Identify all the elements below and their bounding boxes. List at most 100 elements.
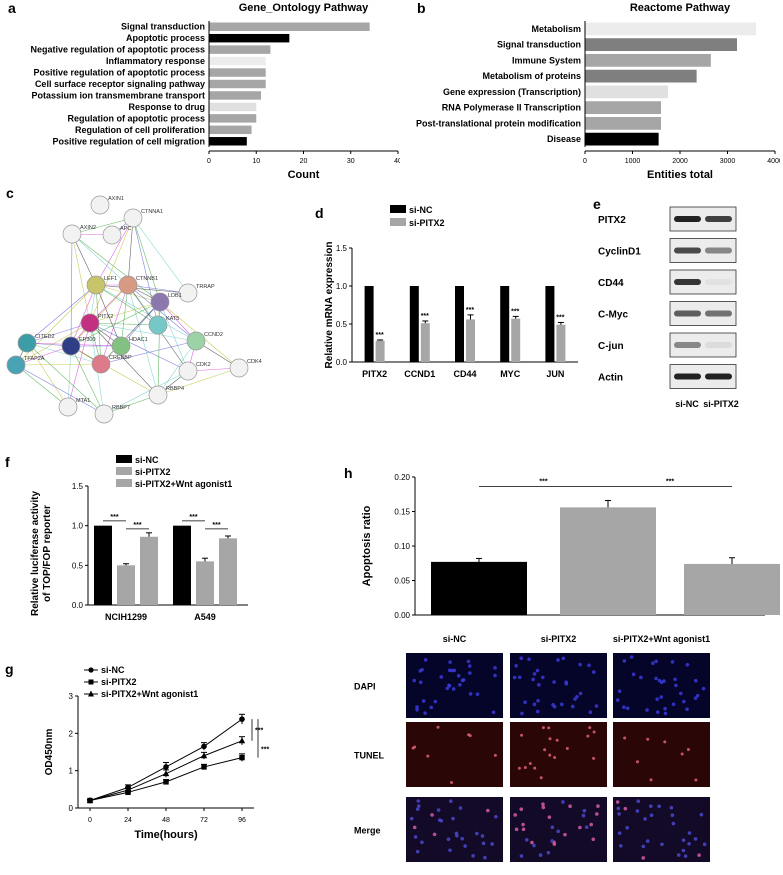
x-tick-label: 4000 — [767, 158, 780, 165]
cell-nucleus — [454, 831, 459, 836]
legend-label: si-PITX2 — [101, 677, 137, 687]
network-node-label: CTNNB1 — [136, 276, 158, 282]
row-label: DAPI — [354, 682, 376, 692]
network-edge — [15, 345, 72, 366]
cell-nucleus — [680, 752, 684, 756]
cell-nucleus — [530, 840, 534, 845]
y-tick-label: 0.0 — [72, 601, 84, 610]
significance-label: *** — [466, 307, 474, 314]
blot-band — [705, 216, 732, 222]
significance-label: *** — [133, 522, 141, 529]
cell-nucleus — [538, 853, 543, 857]
network-edge — [70, 301, 161, 347]
significance-label: *** — [511, 308, 519, 315]
cell-nucleus — [655, 697, 659, 701]
cell-nucleus — [514, 664, 518, 668]
bar — [585, 101, 661, 114]
cell-nucleus — [460, 836, 464, 841]
network-node — [58, 397, 78, 417]
cell-nucleus — [660, 842, 664, 847]
network-node — [148, 315, 168, 335]
chart-d-mrna: 0.0 0.5 1.0 1.5 *** PITX2 *** CCND1 *** CD44 *** MY… — [324, 205, 578, 379]
cell-nucleus — [681, 848, 686, 853]
y-tick-label: 3 — [69, 692, 74, 701]
network-edge — [103, 370, 189, 415]
cell-nucleus — [673, 677, 677, 682]
cell-nucleus — [483, 855, 487, 860]
bar — [375, 340, 385, 362]
category-label: Metabolism — [531, 24, 581, 34]
bar — [209, 22, 370, 31]
data-point — [201, 743, 207, 750]
tunel-image-grid: si-NC si-PITX2 si-PITX2+Wnt agonist1 DAPI TU… — [354, 634, 710, 862]
cell-nucleus — [651, 661, 655, 666]
cell-nucleus — [541, 805, 546, 810]
chart-a-gene-ontology: Gene_Ontology Pathway Signal transduction… — [30, 2, 400, 181]
category-label: Regulation of apoptotic process — [67, 113, 205, 123]
cell-nucleus — [480, 834, 485, 838]
network-edge — [26, 342, 105, 415]
network-edge — [89, 322, 197, 342]
network-edge — [71, 233, 97, 286]
blot-band — [705, 310, 732, 317]
cell-nucleus — [631, 672, 636, 677]
series-line — [89, 718, 243, 802]
cell-nucleus — [517, 675, 522, 680]
cell-nucleus — [687, 841, 691, 846]
cell-nucleus — [490, 842, 494, 846]
cell-nucleus — [685, 662, 690, 667]
cell-nucleus — [587, 663, 591, 668]
significance-label: *** — [255, 728, 263, 735]
cell-nucleus — [568, 804, 572, 809]
significance-label: *** — [212, 522, 220, 529]
cell-nucleus — [699, 812, 704, 817]
significance-label: *** — [421, 313, 429, 320]
bar — [209, 68, 266, 77]
cell-nucleus — [523, 700, 527, 705]
network-node-label: LEF1 — [104, 276, 117, 282]
cell-nucleus — [532, 843, 536, 848]
panel-letter-b: b — [417, 0, 426, 16]
cell-nucleus — [641, 844, 646, 849]
network-node — [150, 292, 170, 312]
cell-nucleus — [649, 813, 654, 818]
x-tick-label: 3000 — [720, 158, 736, 165]
cell-nucleus — [533, 766, 537, 770]
cell-nucleus — [415, 849, 420, 854]
cell-nucleus — [663, 740, 667, 744]
panel-letter-f: f — [5, 454, 10, 470]
cell-nucleus — [629, 655, 634, 659]
legend-label: si-NC — [135, 455, 159, 465]
network-node — [102, 225, 122, 245]
cell-nucleus — [433, 699, 438, 704]
bar — [585, 85, 669, 99]
cell-nucleus — [412, 678, 417, 683]
bar — [455, 286, 464, 362]
network-node — [118, 275, 138, 295]
cell-nucleus — [411, 746, 415, 750]
network-node-label: PITX2 — [98, 314, 113, 320]
network-edge — [89, 322, 159, 396]
micrograph — [406, 653, 503, 718]
cell-nucleus — [649, 778, 653, 782]
x-tick-label: 0 — [207, 158, 211, 165]
significance-label: *** — [189, 514, 197, 521]
cell-nucleus — [663, 706, 667, 711]
cell-nucleus — [436, 725, 440, 729]
cell-nucleus — [546, 850, 551, 855]
network-node-label: HDAC1 — [129, 337, 148, 343]
western-blot-e: PITX2 CyclinD1 CD44 C-Myc C-jun Actin si-NC si-… — [598, 206, 739, 409]
bar — [219, 538, 237, 605]
cell-nucleus — [636, 799, 641, 804]
network-edge — [70, 284, 129, 347]
bar — [117, 565, 135, 605]
cell-nucleus — [669, 805, 674, 810]
cell-nucleus — [582, 808, 587, 813]
network-node-label: RBBP7 — [112, 405, 130, 411]
cell-nucleus — [528, 761, 532, 765]
network-edge — [70, 345, 159, 396]
network-edge — [132, 217, 161, 303]
panel-letter-a: a — [8, 0, 16, 16]
cell-nucleus — [430, 813, 434, 817]
significance-label: *** — [261, 746, 269, 753]
